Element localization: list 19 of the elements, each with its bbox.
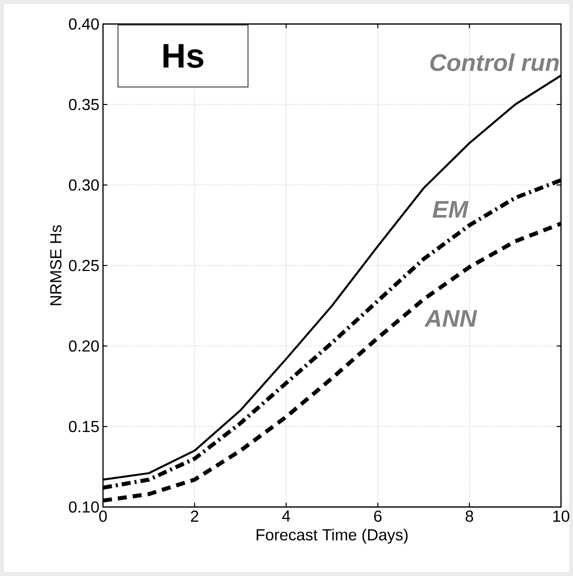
y-tick-label: 0.25: [68, 260, 99, 272]
series-label: EM: [432, 201, 468, 218]
x-tick-label: 6: [374, 510, 382, 522]
legend-label: Control run: [430, 53, 559, 72]
x-tick-label: 8: [466, 510, 474, 522]
y-tick-label: 0.35: [68, 98, 99, 110]
y-tick-label: 0.15: [68, 420, 99, 432]
y-axis-title: NRMSE Hs: [50, 225, 62, 306]
x-tick-label: 0: [99, 510, 107, 522]
y-tick-label: 0.30: [68, 179, 99, 191]
x-tick-label: 10: [553, 510, 570, 522]
y-tick-label: 0.10: [68, 501, 99, 513]
series-label: ANN: [424, 310, 478, 327]
x-tick-label: 2: [190, 510, 198, 522]
y-tick-label: 0.20: [68, 340, 99, 352]
x-tick-label: 4: [282, 510, 290, 522]
x-axis-title: Forecast Time (Days): [256, 528, 408, 544]
y-tick-label: 0.40: [68, 18, 99, 30]
chart-title: Hs: [163, 44, 204, 68]
